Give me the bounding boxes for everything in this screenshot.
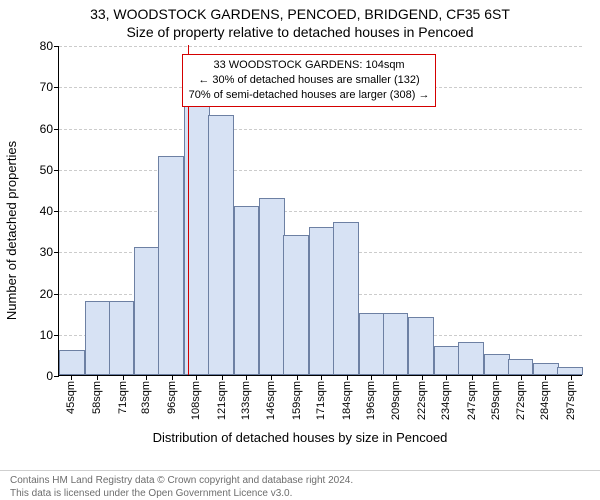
- xtick-mark: [222, 375, 223, 380]
- xtick-label: 259sqm: [490, 381, 502, 420]
- xtick-label: 96sqm: [166, 381, 178, 414]
- histogram-bar: [408, 317, 434, 375]
- xtick-label: 146sqm: [265, 381, 277, 420]
- xtick-label: 45sqm: [65, 381, 77, 414]
- xtick-mark: [347, 375, 348, 380]
- xtick-mark: [521, 375, 522, 380]
- annotation-box: 33 WOODSTOCK GARDENS: 104sqm← 30% of det…: [182, 54, 437, 107]
- ytick-mark: [54, 87, 59, 88]
- annotation-line: 70% of semi-detached houses are larger (…: [189, 88, 430, 103]
- ytick-label: 50: [40, 163, 53, 177]
- xtick-mark: [71, 375, 72, 380]
- ytick-mark: [54, 170, 59, 171]
- xtick-mark: [422, 375, 423, 380]
- xtick-mark: [472, 375, 473, 380]
- footer-line2: This data is licensed under the Open Gov…: [10, 488, 292, 499]
- xtick-label: 272sqm: [515, 381, 527, 420]
- histogram-bar: [109, 301, 135, 375]
- xtick-label: 121sqm: [216, 381, 228, 420]
- xtick-mark: [196, 375, 197, 380]
- histogram-bar: [158, 156, 184, 375]
- gridline: [59, 211, 582, 212]
- histogram-bar: [533, 363, 559, 375]
- histogram-bar: [434, 346, 460, 375]
- histogram-bar: [85, 301, 111, 375]
- ytick-label: 20: [40, 287, 53, 301]
- gridline: [59, 129, 582, 130]
- xtick-label: 234sqm: [440, 381, 452, 420]
- ytick-mark: [54, 46, 59, 47]
- ytick-label: 30: [40, 245, 53, 259]
- xtick-label: 58sqm: [91, 381, 103, 414]
- xtick-label: 184sqm: [341, 381, 353, 420]
- gridline: [59, 46, 582, 47]
- histogram-bar: [259, 198, 285, 375]
- histogram-bar: [557, 367, 583, 375]
- histogram-bar: [359, 313, 385, 375]
- xtick-mark: [123, 375, 124, 380]
- histogram-bar: [208, 115, 234, 375]
- histogram-bar: [234, 206, 260, 375]
- xtick-label: 284sqm: [539, 381, 551, 420]
- xtick-mark: [321, 375, 322, 380]
- xtick-mark: [271, 375, 272, 380]
- y-axis-label: Number of detached properties: [4, 0, 20, 460]
- ytick-label: 60: [40, 122, 53, 136]
- x-axis-label: Distribution of detached houses by size …: [0, 430, 600, 445]
- ytick-mark: [54, 129, 59, 130]
- footer-attribution: Contains HM Land Registry data © Crown c…: [0, 470, 600, 500]
- histogram-bar: [333, 222, 359, 375]
- chart-title-line1: 33, WOODSTOCK GARDENS, PENCOED, BRIDGEND…: [0, 6, 600, 22]
- histogram-bar: [484, 354, 510, 375]
- chart-title-line2: Size of property relative to detached ho…: [0, 24, 600, 40]
- histogram-bar: [59, 350, 85, 375]
- xtick-mark: [172, 375, 173, 380]
- xtick-label: 222sqm: [416, 381, 428, 420]
- xtick-label: 247sqm: [466, 381, 478, 420]
- xtick-label: 83sqm: [140, 381, 152, 414]
- xtick-mark: [297, 375, 298, 380]
- xtick-mark: [496, 375, 497, 380]
- xtick-mark: [396, 375, 397, 380]
- ytick-mark: [54, 252, 59, 253]
- xtick-mark: [246, 375, 247, 380]
- xtick-mark: [146, 375, 147, 380]
- xtick-label: 196sqm: [365, 381, 377, 420]
- ytick-mark: [54, 376, 59, 377]
- ytick-label: 40: [40, 204, 53, 218]
- xtick-label: 159sqm: [291, 381, 303, 420]
- histogram-bar: [508, 359, 534, 376]
- ytick-mark: [54, 294, 59, 295]
- xtick-label: 108sqm: [190, 381, 202, 420]
- xtick-mark: [371, 375, 372, 380]
- xtick-label: 171sqm: [315, 381, 327, 420]
- ytick-mark: [54, 335, 59, 336]
- histogram-bar: [309, 227, 335, 376]
- xtick-mark: [446, 375, 447, 380]
- ytick-label: 0: [46, 369, 53, 383]
- xtick-mark: [571, 375, 572, 380]
- ytick-label: 70: [40, 80, 53, 94]
- chart-container: 33, WOODSTOCK GARDENS, PENCOED, BRIDGEND…: [0, 0, 600, 500]
- annotation-line: ← 30% of detached houses are smaller (13…: [189, 73, 430, 88]
- xtick-label: 209sqm: [390, 381, 402, 420]
- histogram-bar: [458, 342, 484, 375]
- footer-line1: Contains HM Land Registry data © Crown c…: [10, 475, 353, 486]
- histogram-bar: [383, 313, 409, 375]
- ytick-label: 80: [40, 39, 53, 53]
- xtick-label: 71sqm: [117, 381, 129, 414]
- xtick-label: 297sqm: [565, 381, 577, 420]
- plot-area: 0102030405060708045sqm58sqm71sqm83sqm96s…: [58, 46, 582, 376]
- ytick-mark: [54, 211, 59, 212]
- gridline: [59, 170, 582, 171]
- annotation-line: 33 WOODSTOCK GARDENS: 104sqm: [189, 58, 430, 73]
- xtick-mark: [545, 375, 546, 380]
- histogram-bar: [283, 235, 309, 375]
- ytick-label: 10: [40, 328, 53, 342]
- xtick-mark: [97, 375, 98, 380]
- histogram-bar: [134, 247, 160, 375]
- xtick-label: 133sqm: [240, 381, 252, 420]
